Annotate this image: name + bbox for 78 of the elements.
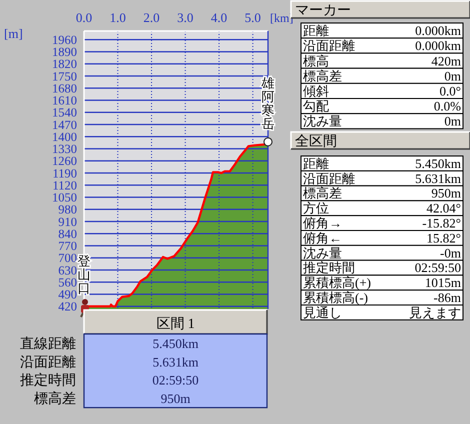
annotation: 登山口 bbox=[78, 253, 90, 296]
y-tick-label: 1610 bbox=[52, 94, 77, 108]
y-tick-label: 770 bbox=[58, 239, 77, 254]
category-label: 傾斜 bbox=[303, 84, 329, 98]
text: 0.0% bbox=[434, 98, 462, 114]
category-label: 標高差 bbox=[303, 68, 342, 84]
y-tick-label: 1400 bbox=[52, 130, 77, 144]
y-tick-label: 1260 bbox=[52, 154, 77, 168]
y-tick-label: 560 bbox=[58, 275, 77, 290]
text: -15.82° bbox=[422, 216, 461, 230]
y-tick-label: 1750 bbox=[52, 69, 77, 84]
text: 全区間 bbox=[295, 134, 337, 150]
text: 420m bbox=[431, 53, 461, 68]
text: 0.0° bbox=[440, 84, 461, 98]
y-tick-label: 1960 bbox=[52, 32, 77, 47]
category-label: 標高差 bbox=[34, 391, 76, 408]
category-label: 俯角→ bbox=[303, 216, 342, 230]
x-tick-label: 4.0 bbox=[210, 10, 228, 25]
text: 02:59:50 bbox=[152, 372, 199, 388]
text: 見えます bbox=[409, 304, 461, 320]
y-tick-label: 1330 bbox=[52, 142, 77, 156]
y-tick-label: 1470 bbox=[52, 118, 77, 132]
x-tick-label: 0.0 bbox=[76, 10, 92, 25]
category-label: 見通し bbox=[303, 304, 342, 320]
text: 950m bbox=[431, 186, 461, 201]
y-tick-label: 420 bbox=[58, 300, 77, 314]
y-tick-label: 1540 bbox=[52, 106, 77, 120]
text: 0m bbox=[444, 68, 461, 84]
y-tick-label: 1680 bbox=[52, 81, 77, 96]
category-label: 沿面距離 bbox=[303, 38, 355, 54]
y-tick-label: 490 bbox=[58, 288, 77, 302]
category-label: 推定時間 bbox=[303, 260, 355, 276]
y-tick-label: 630 bbox=[58, 263, 77, 278]
category-label: 沿面距離 bbox=[303, 170, 355, 186]
category-label: 推定時間 bbox=[20, 372, 76, 389]
category-label: 累積標高(+) bbox=[303, 275, 371, 290]
y-tick-label: 1120 bbox=[52, 178, 77, 192]
category-label: 標高 bbox=[303, 53, 329, 68]
text: 5.450km bbox=[152, 336, 198, 351]
y-tick-label: 1890 bbox=[52, 45, 77, 60]
text: 0.000km bbox=[415, 38, 461, 54]
category-label: 累積標高(-) bbox=[303, 290, 368, 305]
text: 15.82° bbox=[426, 230, 461, 246]
y-tick-label: 1050 bbox=[52, 190, 77, 205]
category-label: 距離 bbox=[303, 156, 329, 171]
y-tick-label: 910 bbox=[58, 214, 77, 229]
x-tick-label: 3.0 bbox=[177, 10, 194, 25]
text: マーカー bbox=[295, 4, 351, 18]
category-label: 標高差 bbox=[303, 186, 342, 201]
x-tick-label: 5.0 bbox=[244, 10, 261, 25]
category-label: 直線距離 bbox=[20, 336, 76, 352]
category-label: 沿面距離 bbox=[20, 354, 76, 370]
y-tick-label: 1190 bbox=[52, 166, 77, 180]
text: 区間 1 bbox=[156, 317, 195, 332]
text: 5.631km bbox=[415, 170, 461, 186]
y-tick-label: 840 bbox=[58, 226, 77, 241]
y-tick-label: 980 bbox=[58, 202, 77, 217]
text: 02:59:50 bbox=[414, 260, 461, 276]
category-label: 沈み量 bbox=[303, 245, 342, 260]
text: 5.450km bbox=[415, 156, 461, 171]
text: 950m bbox=[160, 391, 190, 406]
text: -86m bbox=[434, 290, 461, 305]
text: 42.04° bbox=[426, 200, 461, 216]
y-axis-title: [m] bbox=[4, 26, 23, 41]
category-label: 沈み量 bbox=[303, 114, 342, 129]
y-tick-label: 700 bbox=[58, 251, 77, 266]
x-tick-label: 2.0 bbox=[143, 10, 160, 25]
text: 0m bbox=[444, 114, 461, 129]
text: 5.631km bbox=[152, 354, 198, 370]
category-label: 距離 bbox=[303, 23, 329, 38]
category-label: 勾配 bbox=[303, 98, 329, 114]
x-tick-label: 1.0 bbox=[110, 10, 126, 25]
text: -0m bbox=[440, 245, 461, 260]
y-tick-label: 1820 bbox=[52, 57, 77, 72]
text: 1015m bbox=[424, 275, 461, 290]
category-label: 俯角← bbox=[303, 230, 342, 246]
category-label: 方位 bbox=[303, 200, 329, 216]
text: 0.000km bbox=[415, 23, 461, 38]
